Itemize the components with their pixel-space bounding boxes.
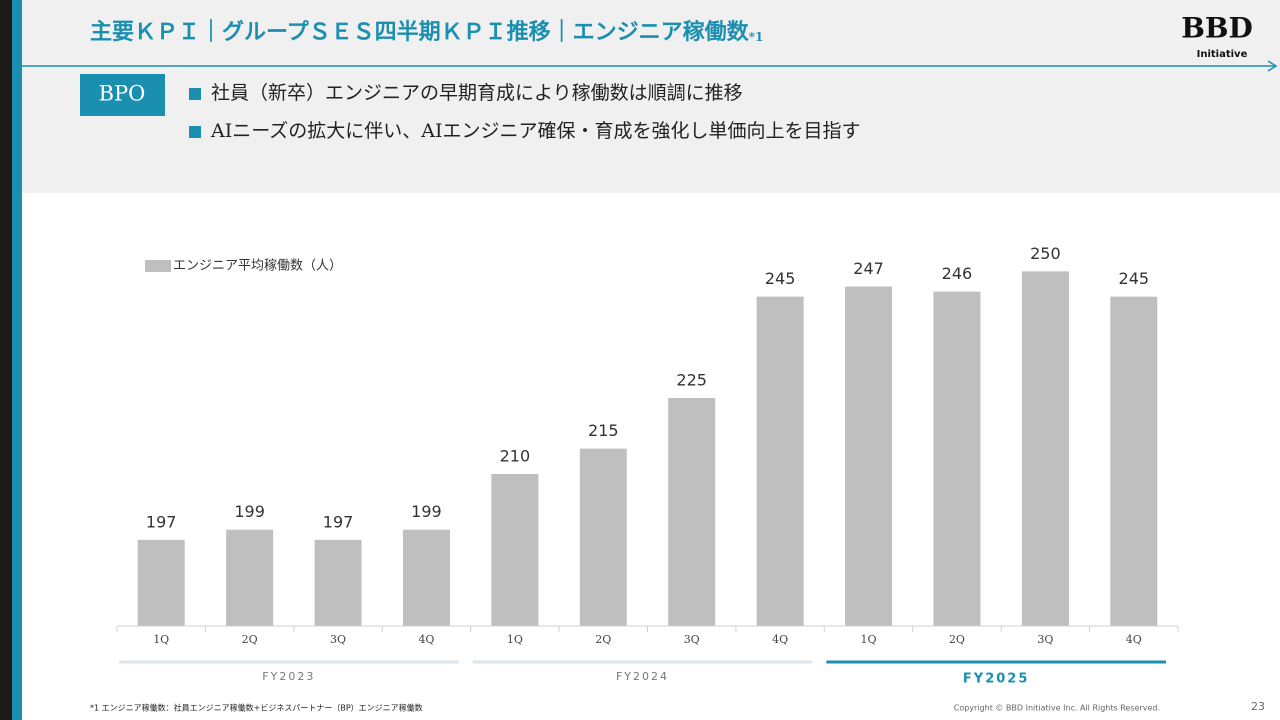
title-arrow: [1267, 60, 1278, 72]
bar: [1021, 271, 1069, 626]
tag-label: BPO: [99, 82, 146, 106]
footnote: *1 エンジニア稼働数：社員エンジニア稼働数+ビジネスパートナー（BP）エンジニ…: [90, 703, 423, 713]
legend-label: エンジニア平均稼働数（人）: [173, 259, 342, 274]
bullet-square: [189, 126, 201, 138]
x-tick-label: 4Q: [1126, 633, 1142, 646]
chart: エンジニア平均稼働数（人） 197 199 197 199 210 215 225 245 247…: [116, 244, 1179, 687]
bullet-text: AIニーズの拡大に伴い、AIエンジニア確保・育成を強化し単価向上を目指す: [210, 120, 861, 142]
x-tick-label: 3Q: [1037, 633, 1053, 646]
slide-title: 主要ＫＰＩ｜グループＳＥＳ四半期ＫＰＩ推移｜エンジニア稼働数*1: [90, 19, 763, 45]
group-label: FY2024: [616, 670, 669, 683]
bullet-list: 社員（新卒）エンジニアの早期育成により稼働数は順調に推移 AIニーズの拡大に伴い、…: [189, 82, 861, 142]
x-tick-label: 4Q: [772, 633, 788, 646]
value-label: 245: [765, 269, 796, 288]
left-accent: [12, 0, 22, 720]
bar: [226, 529, 274, 626]
x-tick-label: 3Q: [684, 633, 700, 646]
bar: [579, 448, 627, 626]
x-tick-label: 4Q: [418, 633, 434, 646]
value-label: 250: [1030, 244, 1061, 263]
value-label: 215: [588, 421, 619, 440]
value-label: 199: [411, 502, 442, 521]
bar: [668, 398, 716, 626]
value-label: 197: [146, 512, 177, 531]
bar: [845, 286, 893, 626]
legend-swatch: [145, 260, 171, 272]
group-label: FY2025: [963, 672, 1029, 687]
bar: [137, 539, 185, 626]
logo-sub: Initiative: [1197, 49, 1248, 60]
copyright: Copyright © BBD Initiative Inc. All Righ…: [954, 704, 1160, 713]
value-label: 197: [323, 512, 354, 531]
logo-mark: BBD: [1181, 12, 1253, 45]
group-label: FY2023: [262, 670, 315, 683]
value-label: 199: [234, 502, 265, 521]
page-number: 23: [1251, 700, 1265, 713]
value-label: 247: [853, 259, 884, 278]
tag-box: [80, 74, 165, 116]
value-label: 246: [942, 264, 973, 283]
title-note: *1: [749, 30, 764, 44]
x-tick-label: 2Q: [949, 633, 965, 646]
bar: [402, 529, 450, 626]
x-tick-label: 1Q: [153, 633, 169, 646]
bar: [1110, 296, 1158, 626]
bar: [314, 539, 362, 626]
title-text: 主要ＫＰＩ｜グループＳＥＳ四半期ＫＰＩ推移｜エンジニア稼働数: [90, 19, 750, 45]
value-label: 245: [1119, 269, 1150, 288]
x-tick-label: 1Q: [861, 633, 877, 646]
bullet-text: 社員（新卒）エンジニアの早期育成により稼働数は順調に推移: [211, 82, 743, 104]
x-tick-label: 2Q: [242, 633, 258, 646]
bar: [756, 296, 804, 626]
header-bg: [0, 0, 1280, 193]
x-tick-label: 1Q: [507, 633, 523, 646]
bar: [491, 474, 539, 626]
x-tick-label: 3Q: [330, 633, 346, 646]
bar: [933, 291, 981, 626]
bullet-square: [189, 88, 201, 100]
value-label: 225: [676, 371, 707, 390]
value-label: 210: [500, 447, 531, 466]
left-stripe: [0, 0, 12, 720]
x-tick-label: 2Q: [595, 633, 611, 646]
